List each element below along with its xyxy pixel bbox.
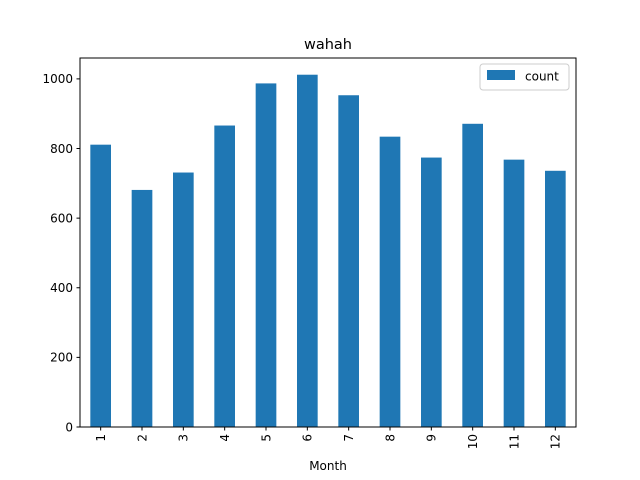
bar-month-9 xyxy=(421,157,442,427)
x-tick-label: 12 xyxy=(549,434,563,449)
bar-month-5 xyxy=(255,83,277,427)
y-tick-label: 400 xyxy=(50,281,73,295)
x-tick-label: 4 xyxy=(218,434,232,442)
bar-month-7 xyxy=(338,95,359,427)
y-tick-label: 200 xyxy=(50,351,73,365)
x-tick-label: 5 xyxy=(259,434,273,442)
bar-month-1 xyxy=(90,144,111,427)
bar-month-11 xyxy=(503,159,525,427)
y-tick-label: 1000 xyxy=(42,72,73,86)
x-tick-label: 3 xyxy=(177,434,191,442)
x-tick-label: 11 xyxy=(507,434,521,449)
y-tick-label: 600 xyxy=(50,211,73,225)
y-axis: 0 200 400 600 800 1000 xyxy=(42,72,80,434)
legend-swatch xyxy=(487,70,515,80)
bar-month-2 xyxy=(131,189,153,427)
bars-group xyxy=(90,74,566,428)
bar-month-6 xyxy=(297,74,318,428)
bar-month-3 xyxy=(173,172,194,427)
chart-title: wahah xyxy=(304,37,352,53)
y-tick-label: 0 xyxy=(65,420,73,434)
bar-month-12 xyxy=(545,170,566,428)
bar-month-4 xyxy=(214,125,235,427)
x-tick-label: 6 xyxy=(301,434,315,442)
x-tick-label: 10 xyxy=(466,434,480,449)
plot-frame xyxy=(79,57,577,428)
x-tick-label: 2 xyxy=(135,434,149,442)
x-axis-label: Month xyxy=(309,459,347,473)
x-tick-label: 9 xyxy=(425,434,439,442)
bar-month-8 xyxy=(379,136,401,428)
x-axis: 1 2 3 4 5 6 7 8 9 10 11 12 xyxy=(94,427,563,449)
x-tick-label: 1 xyxy=(94,434,108,442)
legend: count xyxy=(479,63,570,91)
legend-label-count: count xyxy=(525,70,559,84)
x-tick-label: 8 xyxy=(383,434,397,442)
bar-month-10 xyxy=(462,123,483,427)
y-tick-label: 800 xyxy=(50,142,73,156)
x-tick-label: 7 xyxy=(342,434,356,442)
